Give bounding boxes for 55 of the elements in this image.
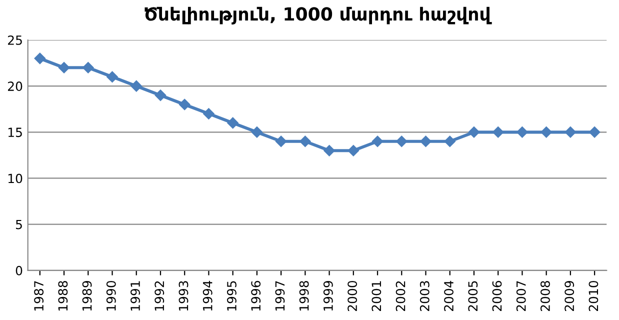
x-tick-label: 1993 [178, 281, 188, 311]
point [444, 136, 456, 147]
point [130, 80, 142, 92]
y-tick-label: 15 [8, 128, 22, 138]
x-tick-label: 2008 [540, 280, 550, 312]
y-tick-label: 5 [16, 220, 22, 230]
point [564, 126, 576, 138]
x-tick-label: 2005 [468, 281, 478, 312]
point [203, 108, 214, 120]
point [396, 136, 408, 147]
x-tick-label: 2004 [444, 280, 454, 312]
point [588, 126, 600, 138]
point [179, 98, 190, 110]
x-tick-label: 2006 [492, 280, 502, 312]
point [348, 144, 360, 156]
x-tick-label: 2003 [420, 281, 430, 312]
point [324, 144, 335, 156]
x-tick-label: 1994 [202, 280, 212, 311]
x-tick-label: 2010 [588, 280, 598, 312]
point [227, 117, 238, 129]
point [106, 71, 118, 82]
x-tick-label: 1995 [227, 281, 236, 311]
point [154, 90, 166, 101]
point [372, 136, 384, 147]
y-tick-label: 20 [8, 82, 22, 92]
x-tick-label: 1990 [106, 280, 116, 311]
y-tick-label: 10 [8, 174, 22, 184]
x-tick-label: 1987 [34, 281, 44, 311]
y-tick-label: 0 [16, 266, 22, 276]
point [58, 62, 70, 74]
x-tick-label: 1989 [82, 281, 92, 311]
point [275, 136, 287, 147]
x-tick-label: 1999 [323, 281, 333, 311]
point [516, 126, 528, 138]
point [82, 62, 94, 74]
point [300, 136, 311, 147]
x-tick-label: 1992 [154, 281, 164, 311]
x-tick-label: 1997 [275, 281, 285, 311]
point [468, 126, 480, 138]
x-tick-label: 2001 [372, 281, 382, 312]
x-tick-label: 2002 [396, 281, 406, 312]
point [34, 52, 46, 64]
x-tick-label: 1988 [58, 280, 68, 311]
chart-title: Ծնելիություն, 1000 մարդու հաշվով [144, 6, 492, 24]
point [540, 126, 552, 138]
point [251, 126, 263, 138]
x-tick-label: 2000 [348, 280, 358, 312]
x-tick-label: 2009 [564, 281, 574, 312]
point [492, 126, 504, 138]
point [420, 136, 432, 147]
x-tick-label: 1998 [299, 280, 309, 311]
x-tick-label: 2007 [516, 281, 526, 312]
x-tick-label: 1991 [130, 281, 140, 311]
y-tick-label: 25 [8, 35, 22, 45]
x-tick-label: 1996 [251, 280, 261, 311]
